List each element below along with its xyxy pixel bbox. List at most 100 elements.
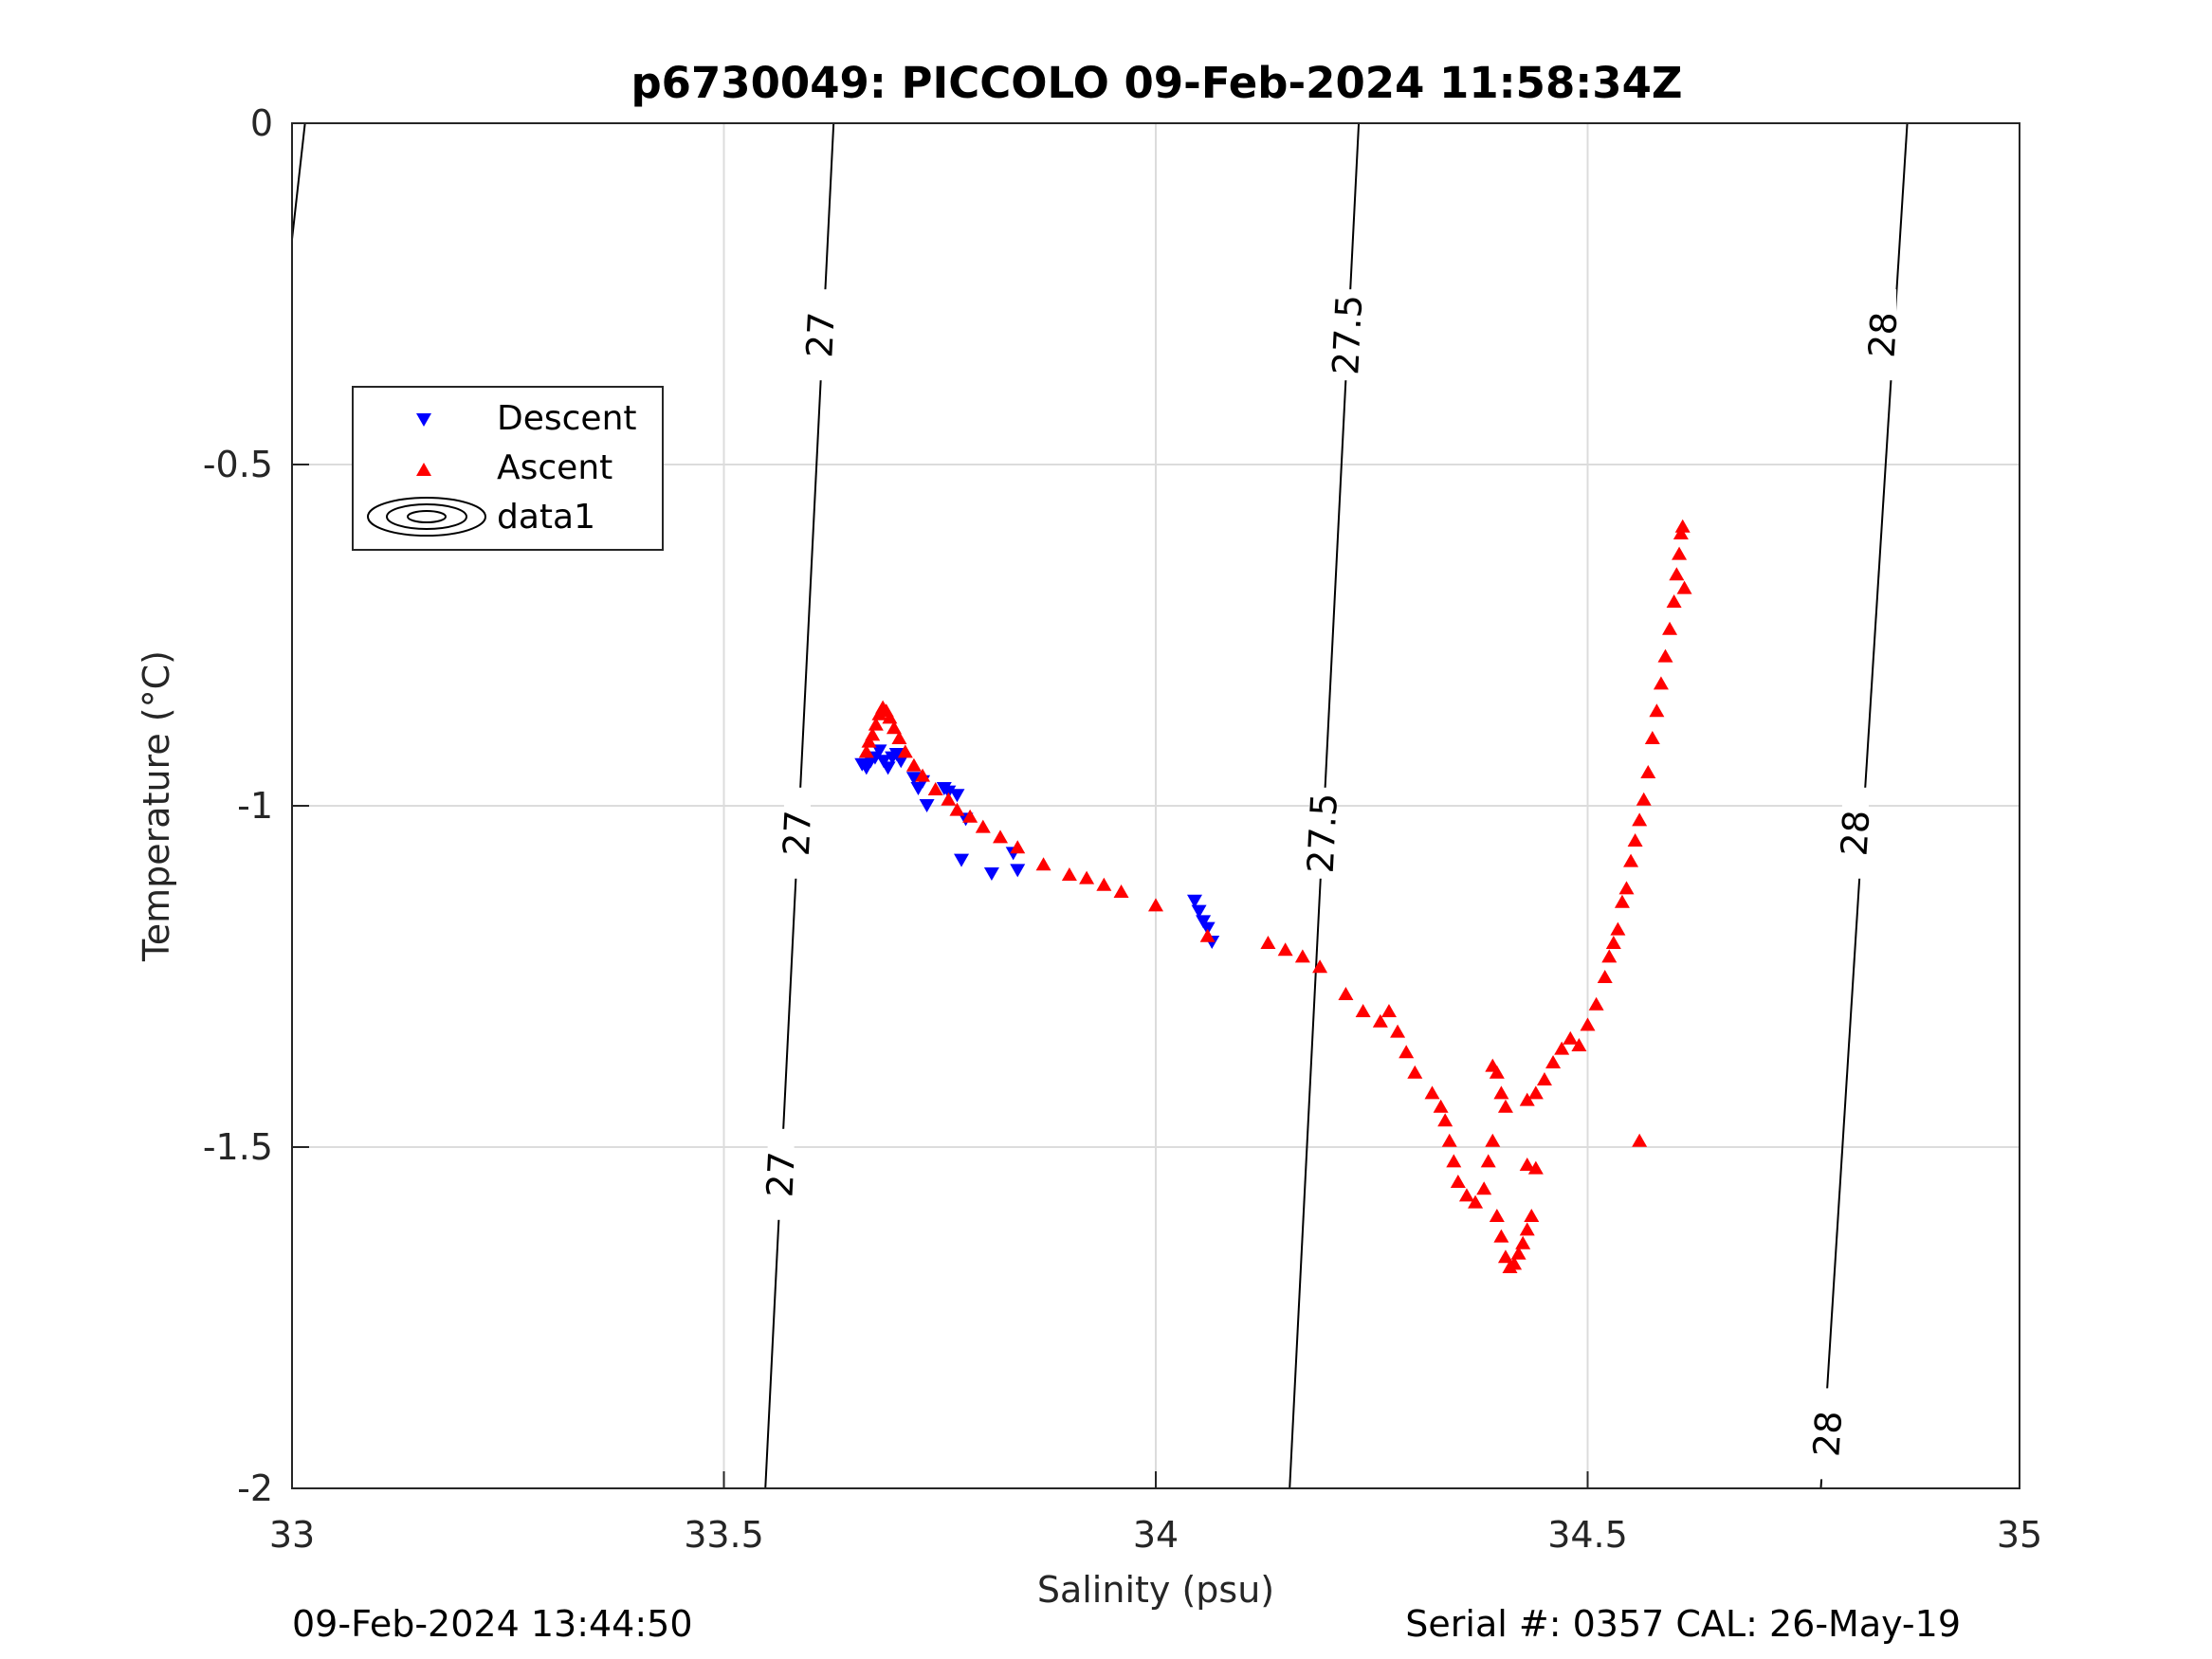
y-tick-label: -1.5 bbox=[203, 1126, 273, 1168]
contour-label-background bbox=[1841, 787, 1869, 879]
descent-point bbox=[1199, 921, 1216, 936]
descent-point bbox=[1010, 864, 1026, 878]
ascent-point bbox=[1676, 580, 1692, 594]
ascent-point bbox=[1450, 1175, 1466, 1188]
ascent-point bbox=[1519, 1158, 1535, 1171]
ascent-point bbox=[1096, 877, 1112, 891]
ascent-point bbox=[1493, 1229, 1509, 1243]
ascent-point bbox=[1519, 1092, 1535, 1106]
descent-point bbox=[893, 755, 909, 769]
ascent-point bbox=[1588, 996, 1604, 1011]
ascent-point bbox=[993, 830, 1009, 844]
ascent-point bbox=[1519, 1222, 1535, 1236]
ascent-point bbox=[1554, 1041, 1570, 1055]
ascent-point bbox=[1666, 594, 1682, 608]
legend-descent-marker bbox=[416, 413, 431, 427]
ascent-point bbox=[949, 802, 965, 816]
data-series bbox=[854, 519, 1692, 1273]
ascent-point bbox=[1674, 519, 1691, 533]
contour-label-background bbox=[1308, 787, 1336, 879]
ascent-point bbox=[1545, 1055, 1562, 1068]
ascent-point bbox=[882, 710, 898, 724]
contour-label: 28 bbox=[1833, 809, 1877, 857]
ascent-point bbox=[865, 727, 881, 741]
descent-point bbox=[905, 772, 922, 786]
y-tick-label: -0.5 bbox=[203, 444, 273, 485]
x-tick-label: 33.5 bbox=[684, 1514, 764, 1556]
ascent-point bbox=[1571, 1038, 1587, 1051]
ascent-point bbox=[886, 720, 902, 735]
contour-label: 27 bbox=[776, 810, 819, 858]
ascent-point bbox=[1480, 1154, 1496, 1168]
ascent-point bbox=[1614, 894, 1630, 908]
ascent-point bbox=[1424, 1085, 1440, 1100]
y-tick-label: 0 bbox=[250, 102, 273, 144]
ascent-point bbox=[1497, 1099, 1513, 1113]
density-contours: 27 27 27 27.5 27.5 28 28 28 bbox=[291, 122, 1909, 1489]
descent-point bbox=[880, 761, 896, 775]
ascent-point bbox=[1673, 526, 1689, 539]
x-axis-label: Salinity (psu) bbox=[1037, 1569, 1274, 1611]
contour-label: 27.5 bbox=[1300, 792, 1345, 874]
contour-label: 28 bbox=[1805, 1410, 1850, 1458]
ascent-point bbox=[1632, 812, 1648, 827]
ascent-point bbox=[1618, 881, 1635, 895]
ascent-point bbox=[1446, 1154, 1462, 1168]
ascent-point bbox=[1605, 936, 1621, 949]
y-tick-label: -1 bbox=[237, 785, 273, 827]
descent-point bbox=[941, 785, 957, 799]
ascent-point bbox=[1493, 1085, 1509, 1100]
contour-label: 28 bbox=[1861, 311, 1906, 359]
footer-timestamp: 09-Feb-2024 13:44:50 bbox=[292, 1603, 693, 1645]
y-tick-label: -2 bbox=[237, 1468, 273, 1509]
ascent-point bbox=[1294, 949, 1310, 963]
ascent-point bbox=[1662, 621, 1678, 635]
ascent-point bbox=[858, 744, 874, 758]
descent-point bbox=[983, 867, 999, 881]
ascent-point bbox=[1312, 959, 1328, 974]
ascent-point bbox=[1277, 942, 1293, 957]
contour-label-background bbox=[807, 289, 834, 381]
ascent-point bbox=[975, 819, 991, 833]
contour-label-background bbox=[767, 1128, 795, 1220]
descent-point bbox=[919, 799, 935, 812]
contour-label-background bbox=[1814, 1388, 1841, 1480]
ascent-point bbox=[1035, 857, 1051, 871]
ascent-point bbox=[1527, 1085, 1544, 1100]
legend-ascent-marker bbox=[416, 463, 431, 476]
contour-label-background bbox=[1870, 289, 1897, 381]
ascent-point bbox=[927, 782, 943, 795]
chart-title: p6730049: PICCOLO 09-Feb-2024 11:58:34Z bbox=[631, 58, 1682, 108]
ascent-point bbox=[891, 731, 907, 744]
x-tick-label: 34.5 bbox=[1547, 1514, 1628, 1556]
ascent-point bbox=[1497, 1249, 1513, 1264]
ascent-point bbox=[1597, 970, 1613, 983]
ascent-point bbox=[905, 757, 922, 772]
descent-point bbox=[1196, 915, 1212, 929]
series-ascent bbox=[858, 519, 1692, 1273]
ascent-point bbox=[1476, 1181, 1492, 1195]
ascent-point bbox=[1627, 833, 1643, 847]
contour-label: 27 bbox=[759, 1151, 802, 1199]
ascent-point bbox=[1657, 648, 1673, 663]
ascent-point bbox=[1489, 1065, 1505, 1079]
ascent-point bbox=[868, 717, 884, 731]
ascent-point bbox=[1199, 928, 1216, 942]
ascent-point bbox=[1355, 1004, 1371, 1017]
ascent-point bbox=[1061, 867, 1077, 881]
descent-point bbox=[1186, 894, 1202, 908]
ascent-point bbox=[1536, 1072, 1552, 1085]
contour-line-corner bbox=[291, 122, 306, 240]
ascent-point bbox=[1510, 1246, 1526, 1260]
ascent-point bbox=[1407, 1065, 1423, 1079]
ascent-point bbox=[1580, 1017, 1596, 1031]
ascent-point bbox=[1010, 840, 1026, 854]
descent-point bbox=[1191, 904, 1207, 919]
ascent-point bbox=[1507, 1256, 1523, 1270]
ascent-point bbox=[1649, 703, 1665, 718]
ascent-point bbox=[1623, 853, 1639, 867]
ascent-point bbox=[1458, 1188, 1474, 1202]
descent-point bbox=[888, 748, 905, 761]
legend-ascent-label: Ascent bbox=[497, 448, 612, 487]
